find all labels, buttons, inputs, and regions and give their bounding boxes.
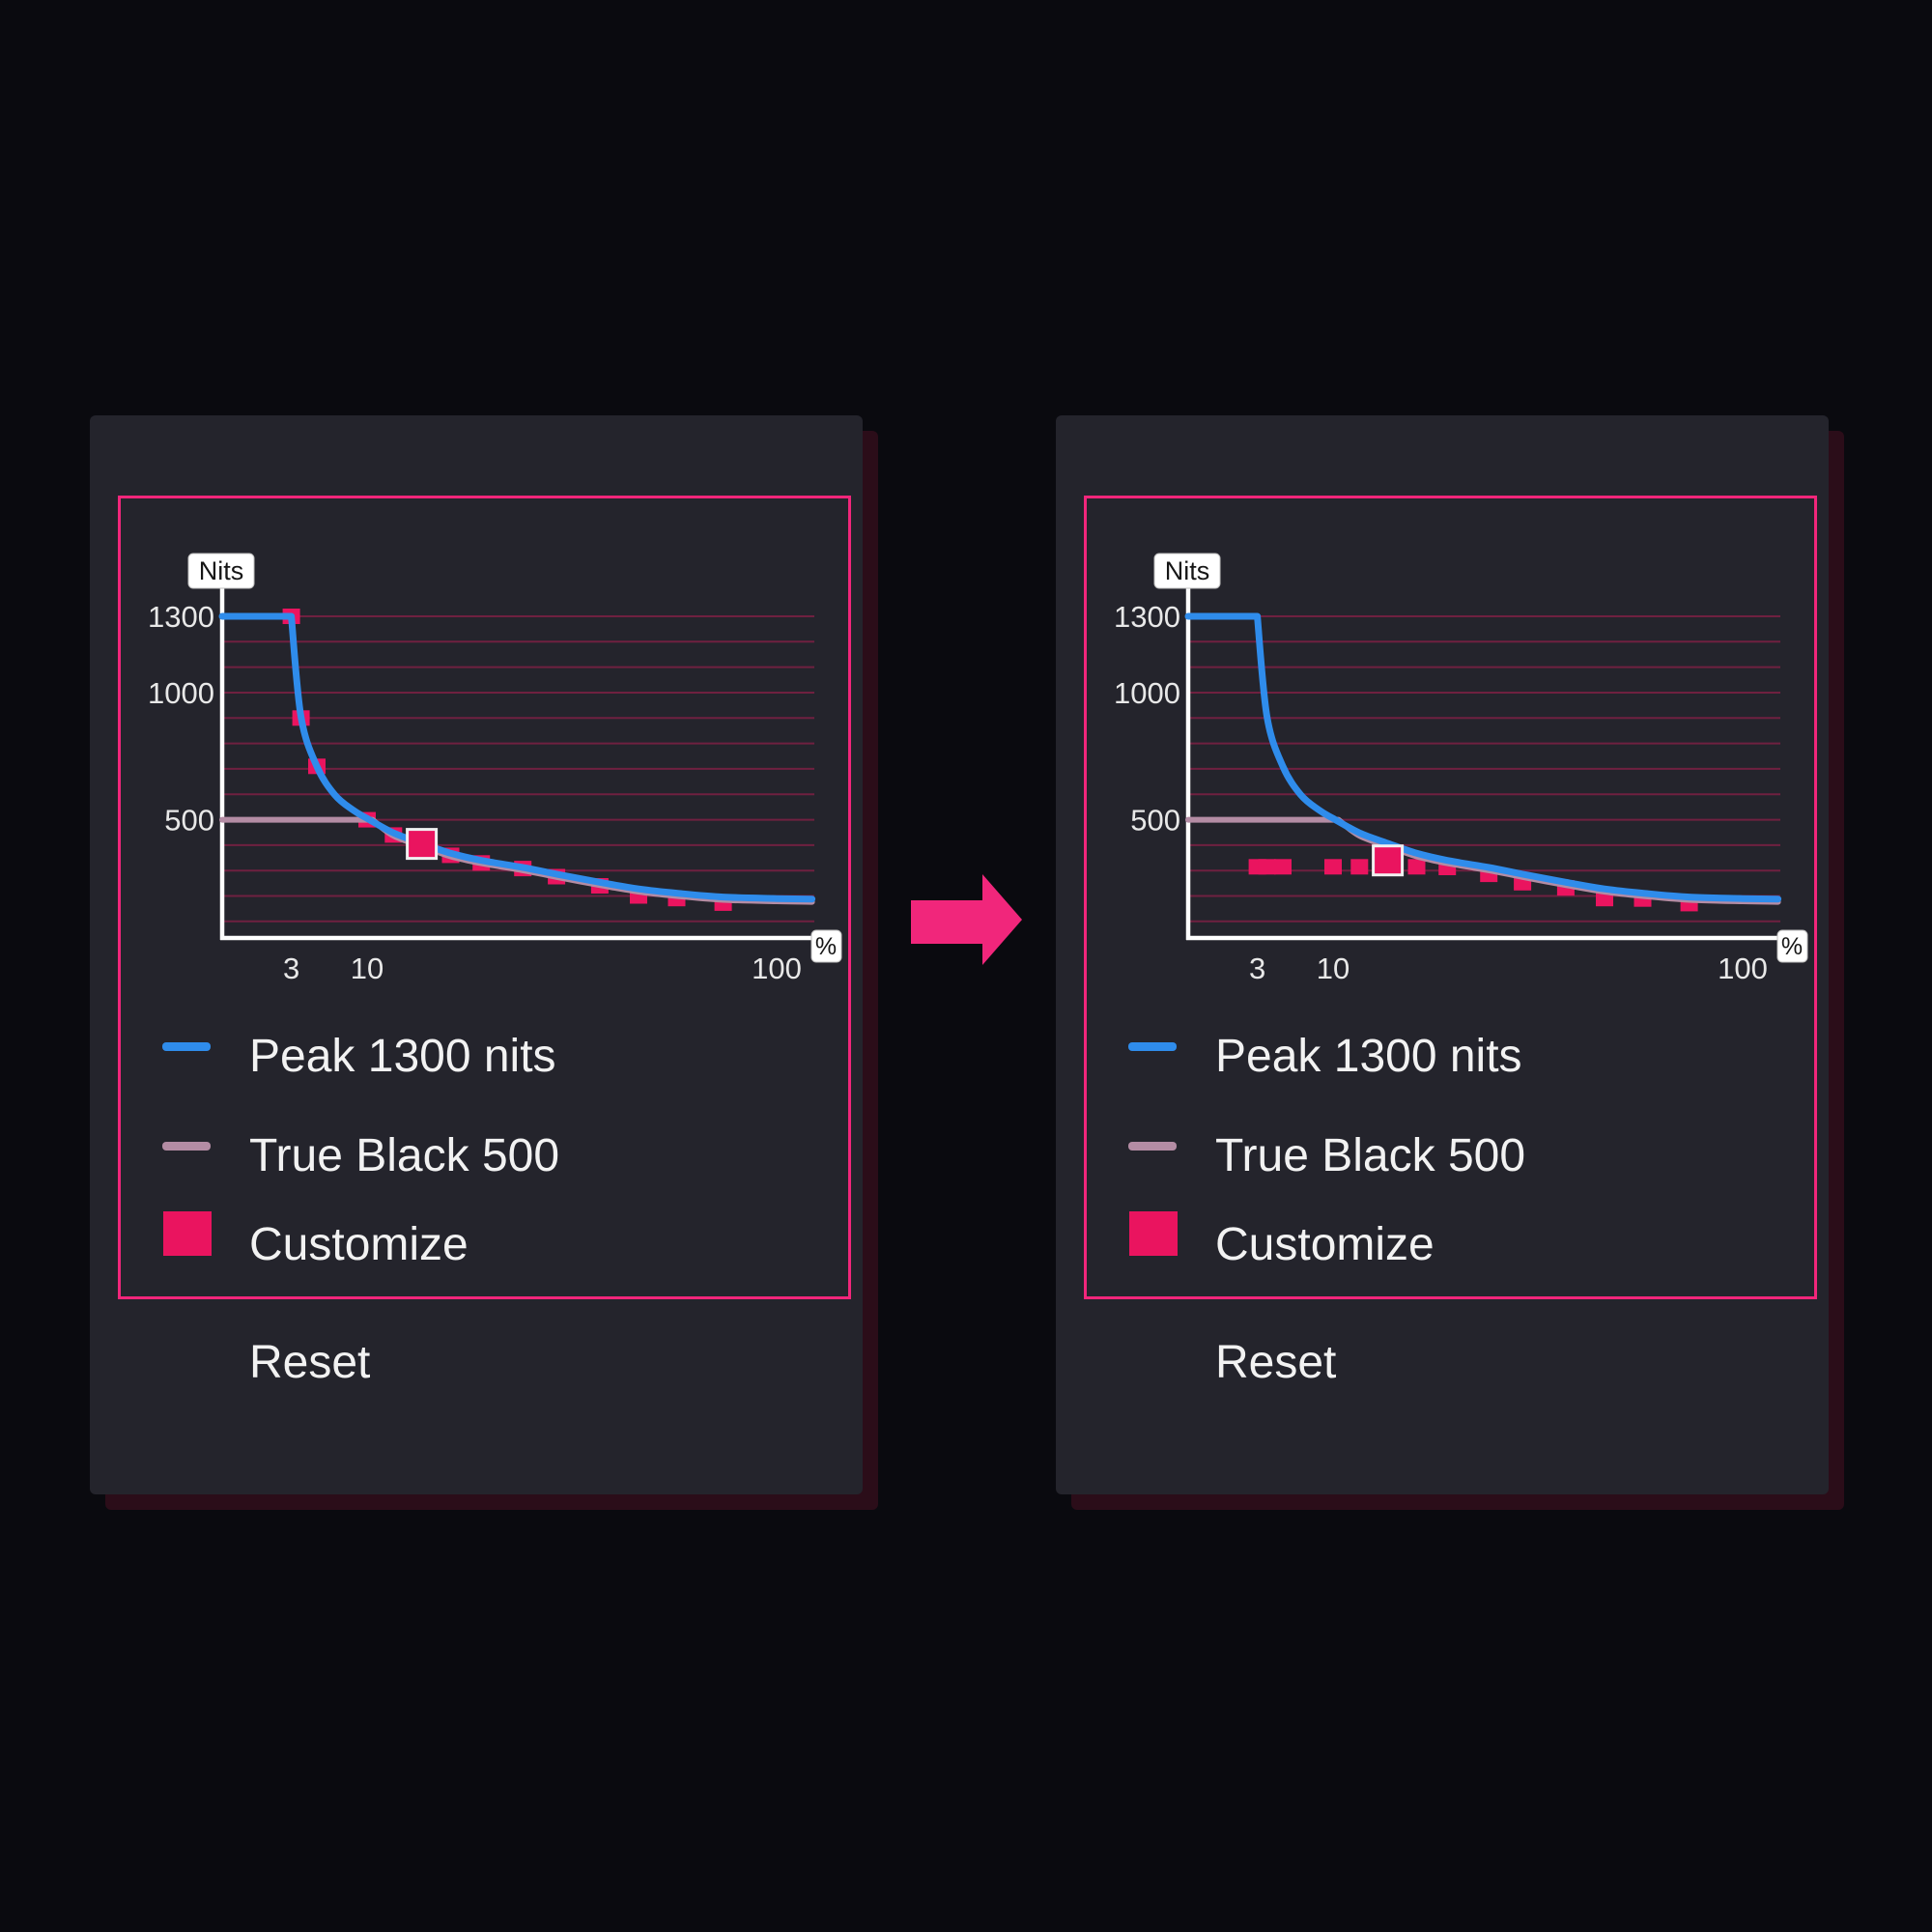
x-tick-label: 10 [1317,952,1350,985]
transition-arrow [911,874,1022,965]
customize-marker-selected[interactable] [406,828,439,861]
legend-item-customize[interactable]: Customize [90,1211,766,1269]
trueblack-curve [219,816,815,905]
customize-marker[interactable] [1274,859,1292,875]
customize-marker[interactable] [1324,859,1342,875]
x-tick-label: 3 [283,952,299,985]
peak-line-swatch [162,1042,211,1051]
legend-label: Peak 1300 nits [1215,1031,1522,1082]
legend-label: Customize [249,1219,469,1270]
right-arrow-icon [911,874,1022,965]
legend-item-customize[interactable]: Customize [1056,1211,1732,1269]
y-axis-unit-box [1153,553,1221,589]
legend-label: True Black 500 [249,1130,560,1181]
y-axis-unit-label: Nits [1165,556,1210,585]
x-axis-unit-label: % [1781,933,1803,960]
trueblack-line-swatch [162,1142,211,1151]
customize-square-swatch [1129,1211,1178,1256]
y-tick-label: 1000 [148,676,214,710]
y-tick-label: 1000 [1114,676,1180,710]
calibration-chart: 1300 1000 500 3 10 100 Nits% [148,553,842,985]
x-tick-label: 100 [752,952,802,985]
y-tick-label: 1300 [1114,600,1180,634]
y-tick-label: 1300 [148,600,214,634]
x-tick-label: 100 [1718,952,1768,985]
peak-curve [218,612,816,903]
calibration-chart: 1300 1000 500 3 10 100 Nits% [1114,553,1808,985]
y-tick-label: 500 [1130,804,1180,838]
x-tick-label: 3 [1249,952,1265,985]
peak-curve [1184,612,1782,903]
legend-item-peak[interactable]: Peak 1300 nits [90,1034,766,1092]
chart-frame [1084,496,1817,1299]
chart-frame [118,496,851,1299]
legend-label: True Black 500 [1215,1130,1526,1181]
customize-square-swatch [163,1211,212,1256]
legend-label: Customize [1215,1219,1435,1270]
customize-marker-selected[interactable] [1372,844,1405,877]
legend-label: Peak 1300 nits [249,1031,556,1082]
trueblack-line-swatch [1128,1142,1177,1151]
legend-item-trueblack[interactable]: True Black 500 [90,1133,766,1191]
y-axis-unit-label: Nits [199,556,244,585]
y-tick-label: 500 [164,804,214,838]
legend-item-trueblack[interactable]: True Black 500 [1056,1133,1732,1191]
reset-button[interactable]: Reset [1215,1337,1337,1388]
calibration-panel-before: 1300 1000 500 3 10 100 Nits% Peak 1300 nits Tr… [90,415,863,1494]
customize-marker[interactable] [1258,859,1276,875]
y-axis-unit-box [187,553,255,589]
legend-item-peak[interactable]: Peak 1300 nits [1056,1034,1732,1092]
customize-marker[interactable] [1350,859,1369,875]
reset-button[interactable]: Reset [249,1337,371,1388]
x-axis-unit-box [810,929,842,963]
calibration-panel-after: 1300 1000 500 3 10 100 Nits% Peak 1300 nits Tr… [1056,415,1829,1494]
x-axis-unit-label: % [815,933,837,960]
customize-marker[interactable] [1407,859,1426,875]
x-axis-unit-box [1776,929,1808,963]
x-tick-label: 10 [351,952,384,985]
peak-line-swatch [1128,1042,1177,1051]
